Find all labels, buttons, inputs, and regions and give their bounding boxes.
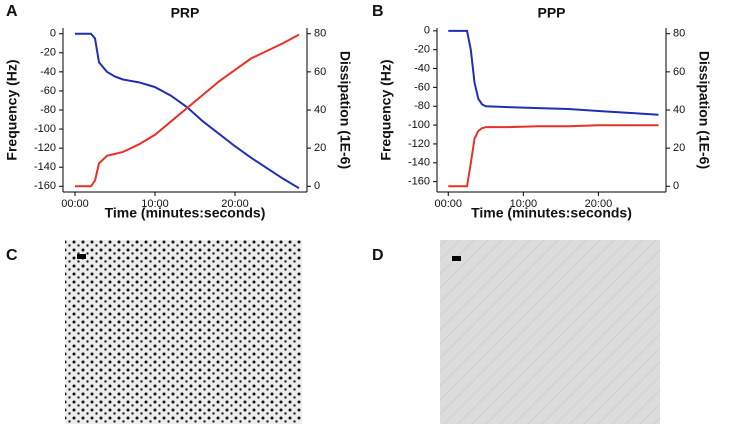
y2-tick-label: 80 bbox=[314, 28, 326, 40]
chart-title: PRP bbox=[171, 5, 200, 21]
y2-tick-label: 40 bbox=[314, 104, 326, 116]
y2-tick-label: 0 bbox=[314, 180, 320, 192]
y2-tick-label: 0 bbox=[673, 180, 679, 192]
scale-bar bbox=[77, 254, 86, 259]
x-tick-label: 10:00 bbox=[510, 198, 538, 210]
y-axis-label: Frequency (Hz) bbox=[4, 59, 20, 160]
micrograph bbox=[65, 240, 302, 424]
y-tick-label: -160 bbox=[408, 176, 430, 188]
y2-tick-label: 60 bbox=[673, 66, 685, 78]
y-tick-label: -40 bbox=[40, 66, 56, 78]
y-tick-label: -80 bbox=[414, 100, 430, 112]
x-axis-label: Time (minutes:seconds) bbox=[471, 205, 632, 221]
y-tick-label: -80 bbox=[40, 104, 56, 116]
series-line bbox=[448, 29, 659, 116]
y-tick-label: -100 bbox=[408, 119, 430, 131]
y2-tick-label: 80 bbox=[673, 28, 685, 40]
micrograph bbox=[440, 240, 660, 424]
y-axis-label: Frequency (Hz) bbox=[378, 59, 394, 160]
panel-label: B bbox=[372, 3, 384, 20]
chart-title: PPP bbox=[537, 5, 565, 21]
scale-bar bbox=[452, 256, 461, 261]
panel-label: D bbox=[372, 247, 384, 264]
y2-tick-label: 20 bbox=[314, 142, 326, 154]
panel-label: A bbox=[6, 3, 18, 20]
y-tick-label: -120 bbox=[408, 138, 430, 150]
y-tick-label: -120 bbox=[34, 142, 56, 154]
y-tick-label: 0 bbox=[424, 25, 430, 37]
y2-tick-label: 20 bbox=[673, 142, 685, 154]
y-tick-label: -140 bbox=[34, 161, 56, 173]
y2-axis-label: Dissipation (1E-6) bbox=[696, 51, 712, 169]
y-tick-label: -100 bbox=[34, 123, 56, 135]
y-tick-label: -140 bbox=[408, 157, 430, 169]
y-tick-label: -20 bbox=[414, 44, 430, 56]
x-tick-label: 20:00 bbox=[221, 198, 249, 210]
series-line bbox=[75, 32, 300, 190]
y-tick-label: -60 bbox=[40, 85, 56, 97]
y2-tick-label: 60 bbox=[314, 66, 326, 78]
x-tick-label: 00:00 bbox=[434, 198, 462, 210]
y-tick-label: -160 bbox=[34, 180, 56, 192]
y-tick-label: -40 bbox=[414, 62, 430, 74]
y2-tick-label: 40 bbox=[673, 104, 685, 116]
series-line bbox=[75, 33, 300, 188]
y2-axis-label: Dissipation (1E-6) bbox=[337, 51, 353, 169]
x-tick-label: 20:00 bbox=[585, 198, 613, 210]
y-tick-label: -60 bbox=[414, 81, 430, 93]
x-tick-label: 10:00 bbox=[141, 198, 169, 210]
series-line bbox=[448, 124, 659, 188]
y-tick-label: -20 bbox=[40, 47, 56, 59]
x-axis-label: Time (minutes:seconds) bbox=[105, 205, 266, 221]
x-tick-label: 00:00 bbox=[61, 198, 89, 210]
y-tick-label: 0 bbox=[50, 28, 56, 40]
panel-label: C bbox=[6, 247, 18, 264]
